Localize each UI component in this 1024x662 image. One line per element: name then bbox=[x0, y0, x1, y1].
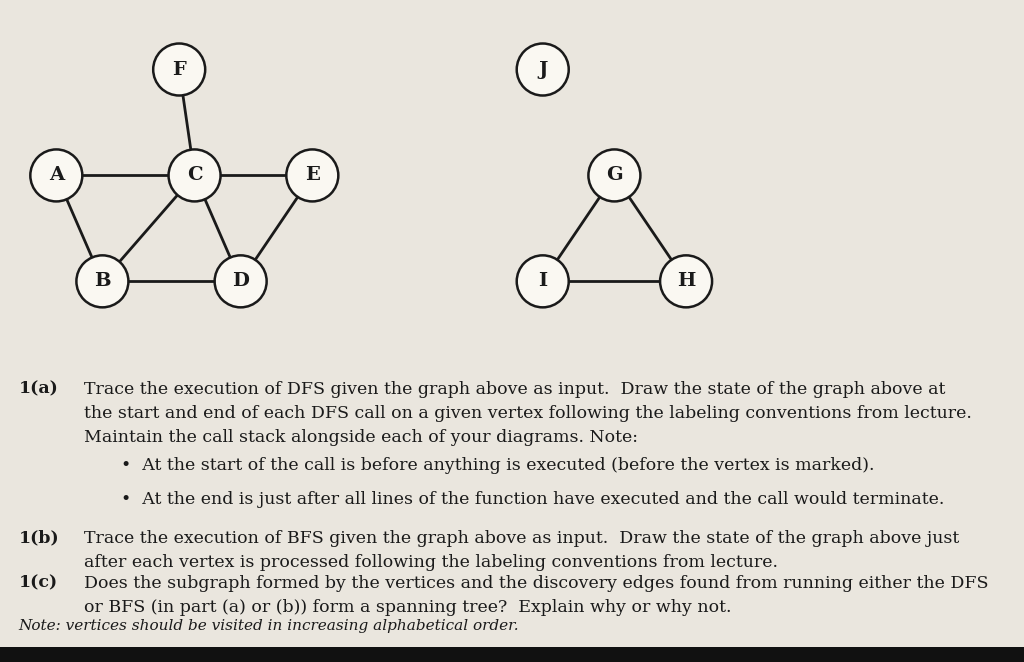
Text: F: F bbox=[172, 60, 186, 79]
Text: Trace the execution of DFS given the graph above as input.  Draw the state of th: Trace the execution of DFS given the gra… bbox=[84, 381, 972, 446]
Text: I: I bbox=[539, 272, 547, 291]
Text: •  At the end is just after all lines of the function have executed and the call: • At the end is just after all lines of … bbox=[121, 491, 944, 508]
Text: D: D bbox=[232, 272, 249, 291]
Text: A: A bbox=[49, 166, 63, 185]
Text: Does the subgraph formed by the vertices and the discovery edges found from runn: Does the subgraph formed by the vertices… bbox=[84, 575, 988, 616]
Text: J: J bbox=[538, 60, 548, 79]
Ellipse shape bbox=[31, 150, 82, 201]
Text: G: G bbox=[606, 166, 623, 185]
Text: •  At the start of the call is before anything is executed (before the vertex is: • At the start of the call is before any… bbox=[121, 457, 874, 474]
Ellipse shape bbox=[660, 256, 712, 307]
Text: E: E bbox=[305, 166, 319, 185]
Ellipse shape bbox=[517, 256, 568, 307]
Text: H: H bbox=[677, 272, 695, 291]
Text: B: B bbox=[94, 272, 111, 291]
Ellipse shape bbox=[169, 150, 220, 201]
Text: C: C bbox=[186, 166, 203, 185]
Text: 1(a): 1(a) bbox=[18, 381, 58, 398]
Text: Note: vertices should be visited in increasing alphabetical order.: Note: vertices should be visited in incr… bbox=[18, 619, 519, 633]
Ellipse shape bbox=[154, 44, 205, 95]
Text: 1(b): 1(b) bbox=[18, 530, 59, 547]
Ellipse shape bbox=[287, 150, 338, 201]
Bar bbox=[0, 647, 1024, 662]
Ellipse shape bbox=[77, 256, 128, 307]
Ellipse shape bbox=[589, 150, 640, 201]
Ellipse shape bbox=[517, 44, 568, 95]
Ellipse shape bbox=[215, 256, 266, 307]
Text: Trace the execution of BFS given the graph above as input.  Draw the state of th: Trace the execution of BFS given the gra… bbox=[84, 530, 959, 571]
Text: 1(c): 1(c) bbox=[18, 575, 57, 592]
